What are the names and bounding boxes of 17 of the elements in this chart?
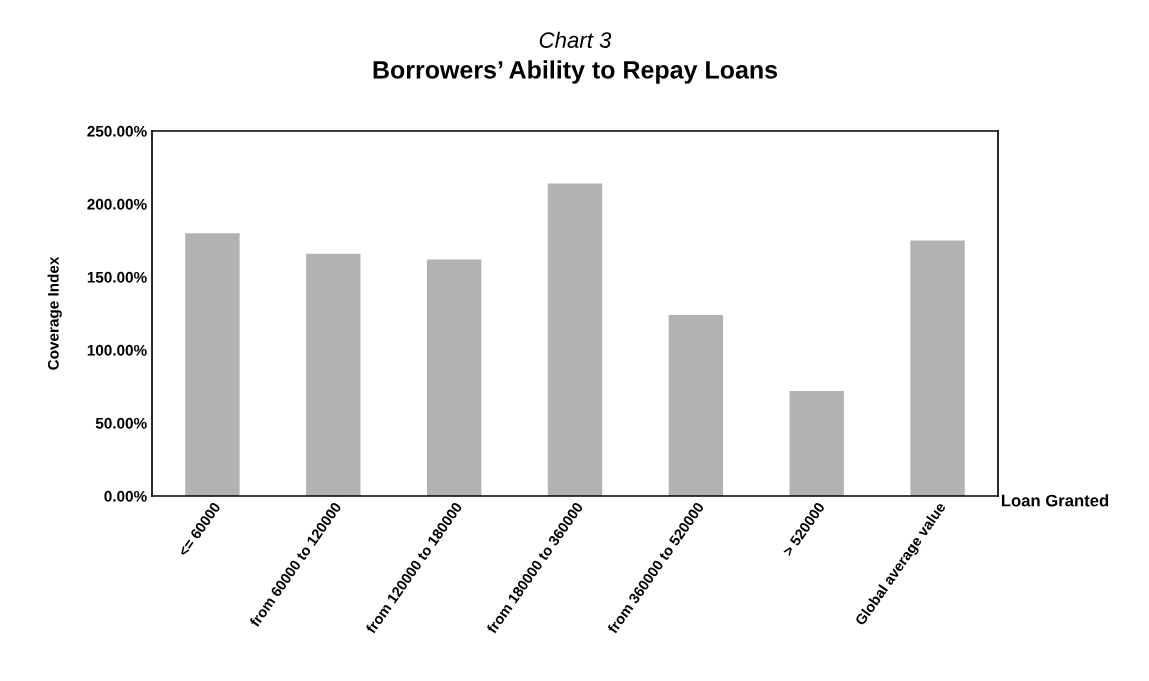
bar <box>426 259 482 496</box>
y-tick-label: 0.00% <box>104 490 147 502</box>
y-tick-label: 200.00% <box>87 198 147 210</box>
y-tick-label: 50.00% <box>95 417 147 429</box>
y-tick-label: 100.00% <box>87 344 147 356</box>
bar <box>910 240 965 496</box>
chart-title: Borrowers’ Ability to Repay Loans <box>373 60 778 84</box>
x-axis-title: Loan Granted <box>1001 494 1109 507</box>
bar <box>789 390 844 496</box>
bar <box>668 314 724 496</box>
y-axis-title: Coverage Index <box>47 256 62 370</box>
bar <box>547 183 603 496</box>
bar <box>185 233 240 496</box>
chart-subtitle: Chart 3 <box>539 31 612 48</box>
y-tick-label: 150.00% <box>87 271 147 283</box>
y-tick-label: 250.00% <box>87 125 147 137</box>
bar <box>306 253 361 496</box>
